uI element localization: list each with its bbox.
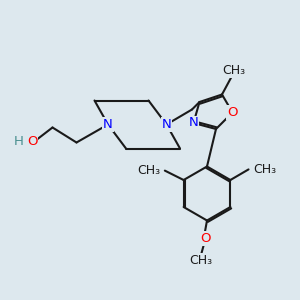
Text: O: O: [227, 106, 238, 119]
Text: H: H: [14, 135, 24, 148]
Text: N: N: [103, 118, 113, 131]
Text: CH₃: CH₃: [189, 254, 213, 267]
Text: CH₃: CH₃: [137, 164, 160, 177]
Text: N: N: [189, 116, 198, 130]
Text: CH₃: CH₃: [222, 64, 246, 77]
Text: N: N: [162, 118, 171, 131]
Text: O: O: [27, 135, 38, 148]
Text: CH₃: CH₃: [253, 163, 276, 176]
Text: O: O: [200, 232, 211, 245]
